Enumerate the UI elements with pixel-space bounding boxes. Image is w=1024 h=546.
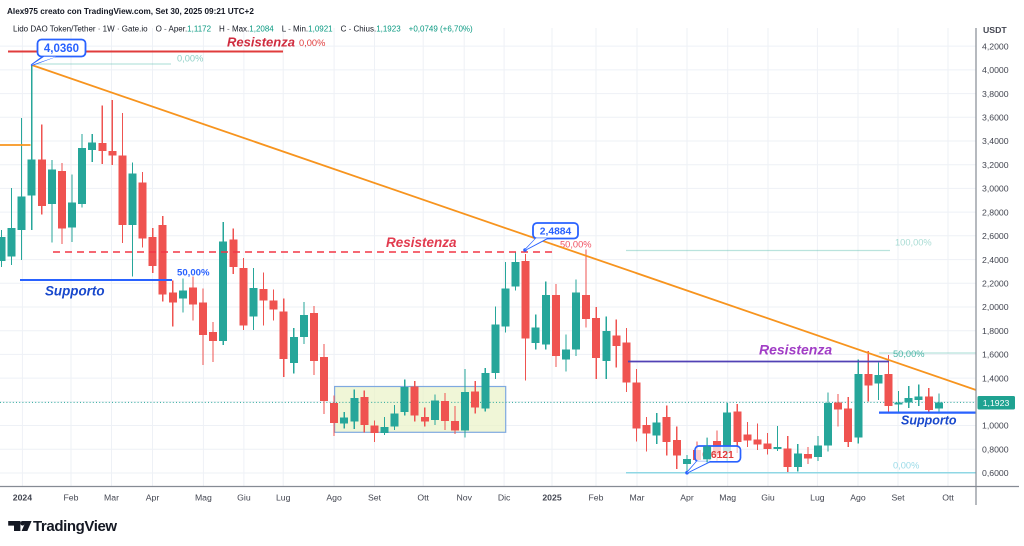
- svg-text:50,00%: 50,00%: [560, 240, 592, 250]
- svg-text:Mar: Mar: [104, 493, 119, 503]
- svg-text:4,2000: 4,2000: [982, 41, 1009, 51]
- svg-text:3,4000: 3,4000: [982, 136, 1009, 146]
- svg-text:0,00%: 0,00%: [299, 38, 325, 48]
- svg-text:1,6000: 1,6000: [982, 350, 1009, 360]
- svg-text:Apr: Apr: [680, 493, 694, 503]
- svg-text:TradingView: TradingView: [33, 518, 117, 535]
- svg-text:Set: Set: [368, 493, 382, 503]
- svg-text:Giu: Giu: [761, 493, 775, 503]
- svg-text:0,8000: 0,8000: [982, 445, 1009, 455]
- svg-text:2024: 2024: [13, 493, 32, 503]
- svg-text:2,0000: 2,0000: [982, 302, 1009, 312]
- svg-text:Feb: Feb: [64, 493, 79, 503]
- svg-text:50,00%: 50,00%: [177, 268, 210, 279]
- svg-text:Ago: Ago: [326, 493, 342, 503]
- svg-text:Supporto: Supporto: [45, 284, 105, 299]
- svg-text:Lido DAO Token/Tether · 1W · G: Lido DAO Token/Tether · 1W · Gate.io O - …: [13, 25, 473, 34]
- svg-text:Resistenza: Resistenza: [227, 35, 295, 50]
- svg-text:2,8000: 2,8000: [982, 207, 1009, 217]
- svg-text:Feb: Feb: [589, 493, 604, 503]
- svg-text:3,6000: 3,6000: [982, 113, 1009, 123]
- svg-text:2,2000: 2,2000: [982, 279, 1009, 289]
- svg-text:USDT: USDT: [983, 25, 1007, 35]
- svg-text:3,0000: 3,0000: [982, 184, 1009, 194]
- svg-text:Ott: Ott: [417, 493, 429, 503]
- svg-text:Set: Set: [891, 493, 905, 503]
- svg-text:0,00%: 0,00%: [177, 54, 203, 64]
- svg-text:0,00%: 0,00%: [893, 461, 919, 471]
- svg-text:0,6121: 0,6121: [702, 450, 734, 461]
- svg-text:Ott: Ott: [942, 493, 954, 503]
- svg-text:Mag: Mag: [719, 493, 736, 503]
- svg-text:Supporto: Supporto: [901, 414, 957, 428]
- svg-text:3,8000: 3,8000: [982, 89, 1009, 99]
- svg-text:Resistenza: Resistenza: [759, 342, 832, 358]
- svg-text:Apr: Apr: [146, 493, 160, 503]
- svg-text:2025: 2025: [542, 493, 561, 503]
- svg-text:100,00%: 100,00%: [895, 238, 932, 248]
- svg-text:1,0000: 1,0000: [982, 421, 1009, 431]
- svg-text:0,6000: 0,6000: [982, 468, 1009, 478]
- svg-text:1,1923: 1,1923: [983, 398, 1010, 408]
- svg-text:4,0360: 4,0360: [44, 43, 79, 55]
- svg-text:Resistenza: Resistenza: [386, 235, 457, 250]
- svg-text:Dic: Dic: [498, 493, 511, 503]
- svg-text:2,6000: 2,6000: [982, 231, 1009, 241]
- svg-text:Giu: Giu: [237, 493, 251, 503]
- svg-text:1,4000: 1,4000: [982, 373, 1009, 383]
- svg-text:2,4884: 2,4884: [540, 227, 572, 238]
- svg-text:Nov: Nov: [456, 493, 472, 503]
- svg-text:Mar: Mar: [630, 493, 645, 503]
- svg-text:2,4000: 2,4000: [982, 255, 1009, 265]
- svg-text:1,8000: 1,8000: [982, 326, 1009, 336]
- svg-text:Lug: Lug: [810, 493, 825, 503]
- svg-text:Ago: Ago: [850, 493, 866, 503]
- svg-text:50,00%: 50,00%: [893, 349, 925, 359]
- svg-text:3,2000: 3,2000: [982, 160, 1009, 170]
- svg-text:Alex975 creato con TradingView: Alex975 creato con TradingView.com, Set …: [7, 7, 254, 16]
- svg-text:Mag: Mag: [195, 493, 212, 503]
- svg-text:Lug: Lug: [276, 493, 291, 503]
- svg-text:4,0000: 4,0000: [982, 65, 1009, 75]
